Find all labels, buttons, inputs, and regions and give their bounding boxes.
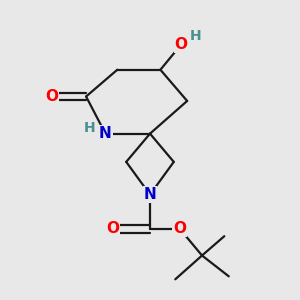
- Text: N: N: [144, 187, 156, 202]
- Text: N: N: [99, 126, 112, 141]
- Text: O: O: [45, 89, 58, 104]
- Text: O: O: [173, 221, 186, 236]
- Text: H: H: [84, 121, 96, 135]
- Text: H: H: [190, 29, 201, 43]
- Text: O: O: [106, 221, 119, 236]
- Text: O: O: [175, 37, 188, 52]
